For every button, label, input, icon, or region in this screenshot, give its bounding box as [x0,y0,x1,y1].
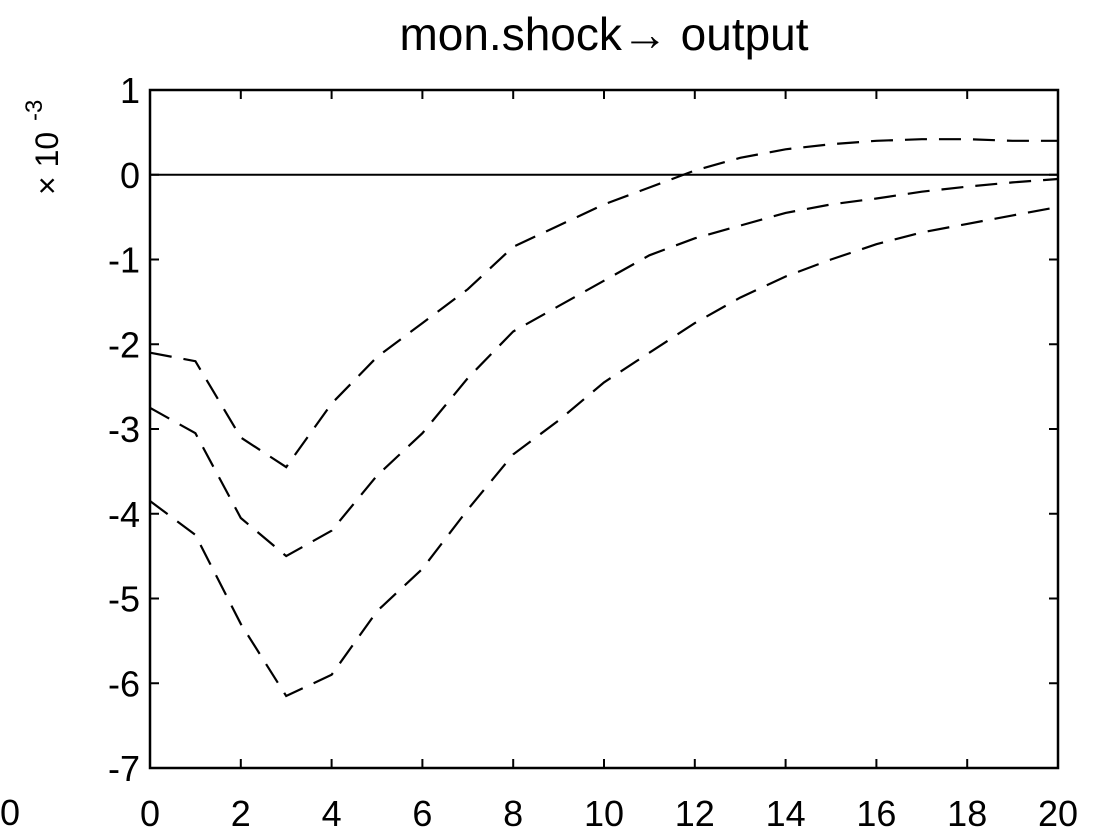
x-tick-label: 8 [503,793,523,834]
x-tick-label: 10 [584,793,624,834]
x-tick-label: 6 [412,793,432,834]
y-tick-label: -4 [108,494,140,535]
stray-tick-label: 0 [0,792,20,833]
series-group [149,138,1059,698]
y-tick-label: -5 [108,579,140,620]
x-tick-label: 12 [675,793,715,834]
x-tick-label: 18 [947,793,987,834]
y-tick-label: -1 [108,240,140,281]
series-line-upper [149,138,1058,469]
y-tick-label: 0 [120,155,140,196]
x-tick-label: 2 [231,793,251,834]
y-tick-label: -6 [108,663,140,704]
x-tick-label: 16 [856,793,896,834]
y-tick-label: -7 [108,748,140,789]
series-line-lower [149,205,1059,698]
y-tick-label: -3 [108,409,140,450]
y-multiplier-base: × 10 [29,132,65,195]
y-multiplier-exponent: -3 [21,100,48,121]
x-tick-label: 0 [140,793,160,834]
y-tick-label: 1 [120,70,140,111]
x-tick-label: 20 [1038,793,1078,834]
x-tick-label: 14 [766,793,806,834]
x-tick-label: 4 [322,793,342,834]
y-tick-label: -2 [108,324,140,365]
plot-frame [148,88,1060,770]
series-line-median [149,177,1059,558]
chart-title: mon.shock→ output [399,8,808,60]
y-multiplier-label: × 10 -3 [21,100,65,195]
